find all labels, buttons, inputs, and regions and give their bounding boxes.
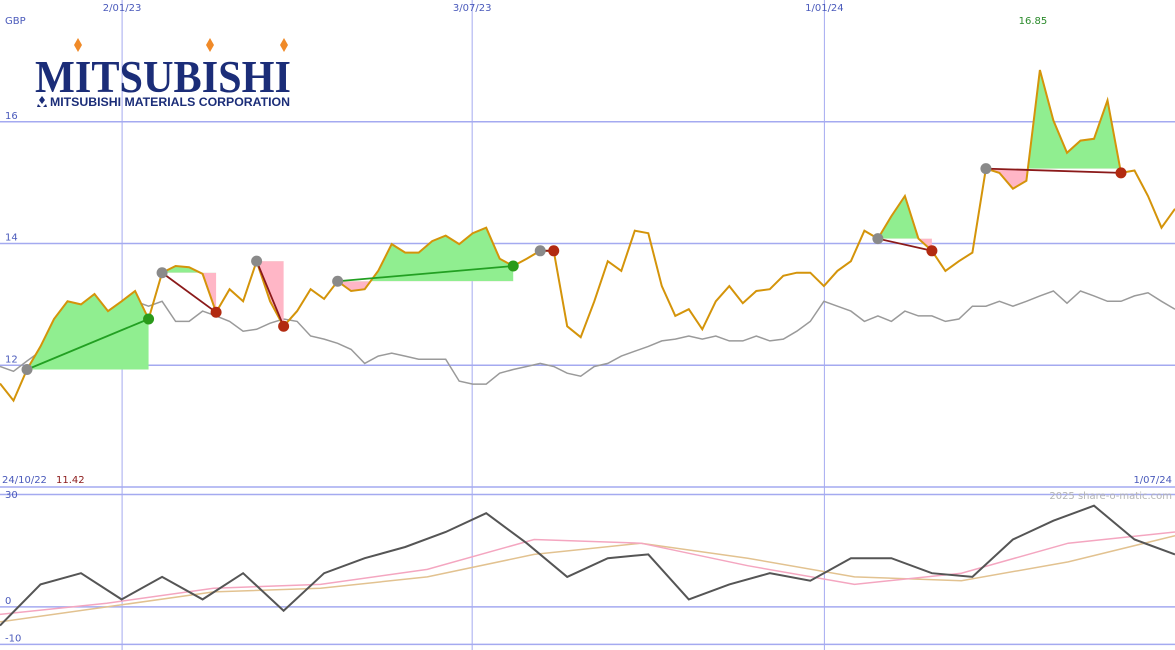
signal-end-dot bbox=[143, 313, 155, 325]
plot bbox=[0, 69, 1175, 627]
signal-line bbox=[337, 265, 514, 283]
y-tick-label: -10 bbox=[5, 633, 21, 644]
signal-fill-up bbox=[877, 196, 932, 239]
signal-end-dot bbox=[1115, 167, 1127, 179]
signal-start-dot bbox=[534, 245, 546, 257]
start-date: 24/10/22 bbox=[2, 475, 47, 486]
unit-label: GBP bbox=[5, 16, 26, 27]
x-tick-label: 1/01/24 bbox=[805, 3, 844, 14]
signal-line bbox=[985, 167, 1122, 174]
signal-fill-down bbox=[200, 272, 217, 313]
signal-start-dot bbox=[872, 233, 884, 245]
signal-start-dot bbox=[21, 364, 33, 376]
signal-end-dot bbox=[278, 320, 290, 332]
signal-line bbox=[161, 271, 217, 314]
watermark: 2025 share-o-matic.com bbox=[1049, 491, 1172, 502]
signal-start-dot bbox=[980, 163, 992, 175]
logo: MITSUBISHI MITSUBISHI MATERIALS CORPORAT… bbox=[35, 38, 291, 109]
logo-diamonds bbox=[74, 38, 288, 52]
series-line bbox=[0, 290, 1175, 385]
signal-end-dot bbox=[507, 260, 519, 272]
x-tick-label: 3/07/23 bbox=[453, 3, 492, 14]
y-tick-label: 16 bbox=[5, 111, 18, 122]
signal-start-dot bbox=[251, 255, 263, 267]
min-price-label: 11.42 bbox=[56, 475, 85, 486]
x-tick-label: 2/01/23 bbox=[103, 3, 142, 14]
signal-end-dot bbox=[548, 245, 560, 257]
y-tick-label: 14 bbox=[5, 233, 18, 244]
y-tick-label: 30 bbox=[5, 490, 18, 501]
logo-name: MITSUBISHI bbox=[35, 51, 291, 102]
end-date: 1/07/24 bbox=[1133, 475, 1172, 486]
series-line bbox=[0, 531, 1175, 616]
signal-start-dot bbox=[156, 267, 168, 279]
signal-line bbox=[877, 237, 933, 252]
signal-line bbox=[255, 260, 285, 327]
signal-end-dot bbox=[926, 245, 938, 257]
logo-mark bbox=[37, 96, 47, 107]
signal-start-dot bbox=[332, 275, 344, 287]
signal-fill-up bbox=[337, 227, 514, 282]
signal-line bbox=[26, 318, 149, 371]
series-line bbox=[0, 534, 1175, 623]
max-price-label: 16.85 bbox=[1019, 16, 1048, 27]
y-tick-label: 0 bbox=[5, 596, 11, 607]
signal-fill-up bbox=[27, 290, 149, 370]
signal-fill-up bbox=[162, 266, 217, 273]
y-tick-label: 12 bbox=[5, 354, 18, 365]
price-line bbox=[0, 504, 1175, 627]
price-line bbox=[0, 69, 1175, 403]
signal-end-dot bbox=[210, 306, 222, 318]
logo-subtitle: MITSUBISHI MATERIALS CORPORATION bbox=[50, 95, 290, 109]
signal-fill-up bbox=[1027, 70, 1121, 169]
